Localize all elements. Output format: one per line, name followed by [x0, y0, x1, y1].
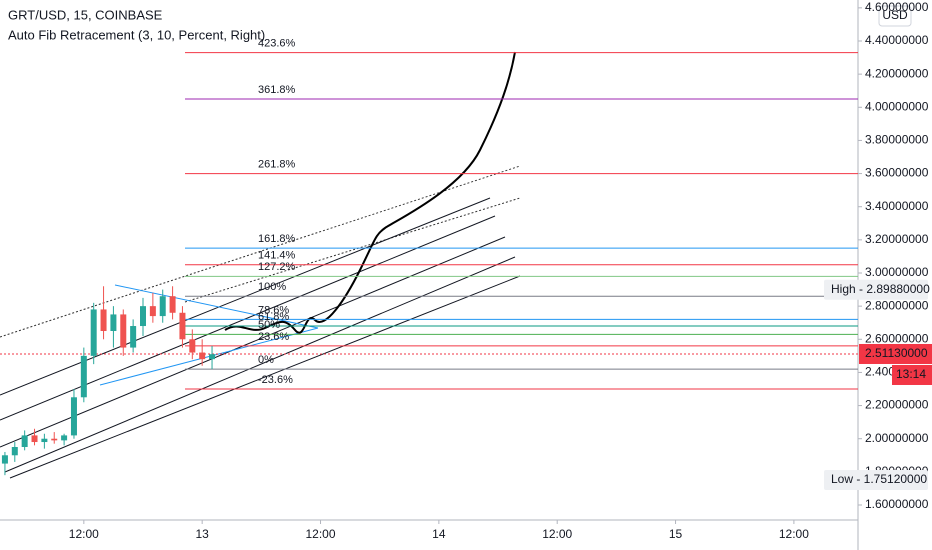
candle-body [41, 438, 48, 443]
y-tick-label: 4.20000000 [865, 66, 929, 80]
fib-label: 127.2% [258, 261, 296, 273]
x-tick-label: 14 [432, 527, 446, 541]
candle-body [61, 435, 68, 441]
fib-label: 161.8% [258, 233, 296, 245]
channel-line [4, 256, 516, 473]
candle-body [120, 314, 127, 348]
y-tick-label: 4.40000000 [865, 33, 929, 47]
y-tick-label: 2.80000000 [865, 298, 929, 312]
price-badge [824, 279, 928, 300]
x-tick-label: 12:00 [779, 527, 809, 541]
candle-body [130, 326, 137, 348]
candle-body [70, 397, 77, 436]
candle-body [31, 435, 38, 443]
candle-body [100, 309, 107, 331]
last-price-badge [859, 343, 932, 364]
y-tick-label: 4.00000000 [865, 99, 929, 113]
candle-body [11, 447, 18, 456]
channel-line [0, 236, 506, 448]
x-tick-label: 12:00 [69, 527, 99, 541]
indicator-title: Auto Fib Retracement (3, 10, Percent, Ri… [8, 27, 265, 42]
candle-body [1, 455, 8, 464]
candle-body [140, 306, 146, 327]
candle-body [199, 352, 206, 360]
price-badge-label: Low - 1.75120000 [831, 472, 927, 486]
channel-line [184, 197, 521, 303]
fib-label: 78.6% [258, 304, 289, 316]
candle-body [51, 438, 58, 441]
candle-body [21, 435, 28, 447]
fib-label: 261.8% [258, 158, 296, 170]
candle-body [90, 309, 97, 356]
fib-label: 141.4% [258, 250, 296, 262]
x-tick-label: 12:00 [542, 527, 572, 541]
fib-label: -23.6% [258, 374, 293, 386]
candle-body [179, 312, 186, 340]
fib-label: 61.8% [258, 311, 289, 323]
x-tick-label: 15 [669, 527, 683, 541]
symbol-title: GRT/USD, 15, COINBASE [8, 7, 163, 22]
countdown-label: 13:14 [896, 367, 926, 381]
candle-body [80, 355, 87, 398]
y-tick-label: 3.00000000 [865, 265, 929, 279]
fib-label: 0% [258, 354, 274, 366]
candle-body [149, 306, 156, 317]
channel-line [9, 275, 521, 479]
y-tick-label: 2.00000000 [865, 431, 929, 445]
y-tick-label: 1.60000000 [865, 497, 929, 511]
fib-label: 423.6% [258, 38, 296, 50]
currency-label: USD [882, 8, 908, 22]
drawings [0, 51, 858, 479]
fib-label: 100% [258, 281, 286, 293]
x-tick-label: 13 [195, 527, 209, 541]
y-tick-label: 4.60000000 [865, 0, 929, 14]
fib-label: 361.8% [258, 84, 296, 96]
candle-body [110, 314, 117, 331]
last-price-label: 2.51130000 [865, 346, 928, 360]
y-tick-label: 3.20000000 [865, 232, 929, 246]
candle-body [189, 339, 196, 353]
fib-label: 23.6% [258, 331, 289, 343]
candle-body [209, 354, 216, 360]
currency-button[interactable] [878, 5, 912, 27]
candle-body [169, 296, 176, 313]
candle-body [159, 296, 166, 317]
hand-drawn-projection [224, 51, 516, 334]
price-badge [824, 469, 928, 490]
triangle-line [114, 284, 319, 329]
y-tick-label: 3.80000000 [865, 133, 929, 147]
x-tick-label: 12:00 [306, 527, 336, 541]
channel-line [0, 165, 521, 338]
y-tick-label: 3.40000000 [865, 199, 929, 213]
price-badge-label: High - 2.89880000 [831, 282, 930, 296]
countdown-badge [892, 364, 932, 385]
fib-label: 50% [258, 319, 280, 331]
y-tick-label: 2.20000000 [865, 398, 929, 412]
triangle-line [99, 327, 319, 386]
y-tick-label: 2.60000000 [865, 331, 929, 345]
y-tick-label: 3.60000000 [865, 166, 929, 180]
